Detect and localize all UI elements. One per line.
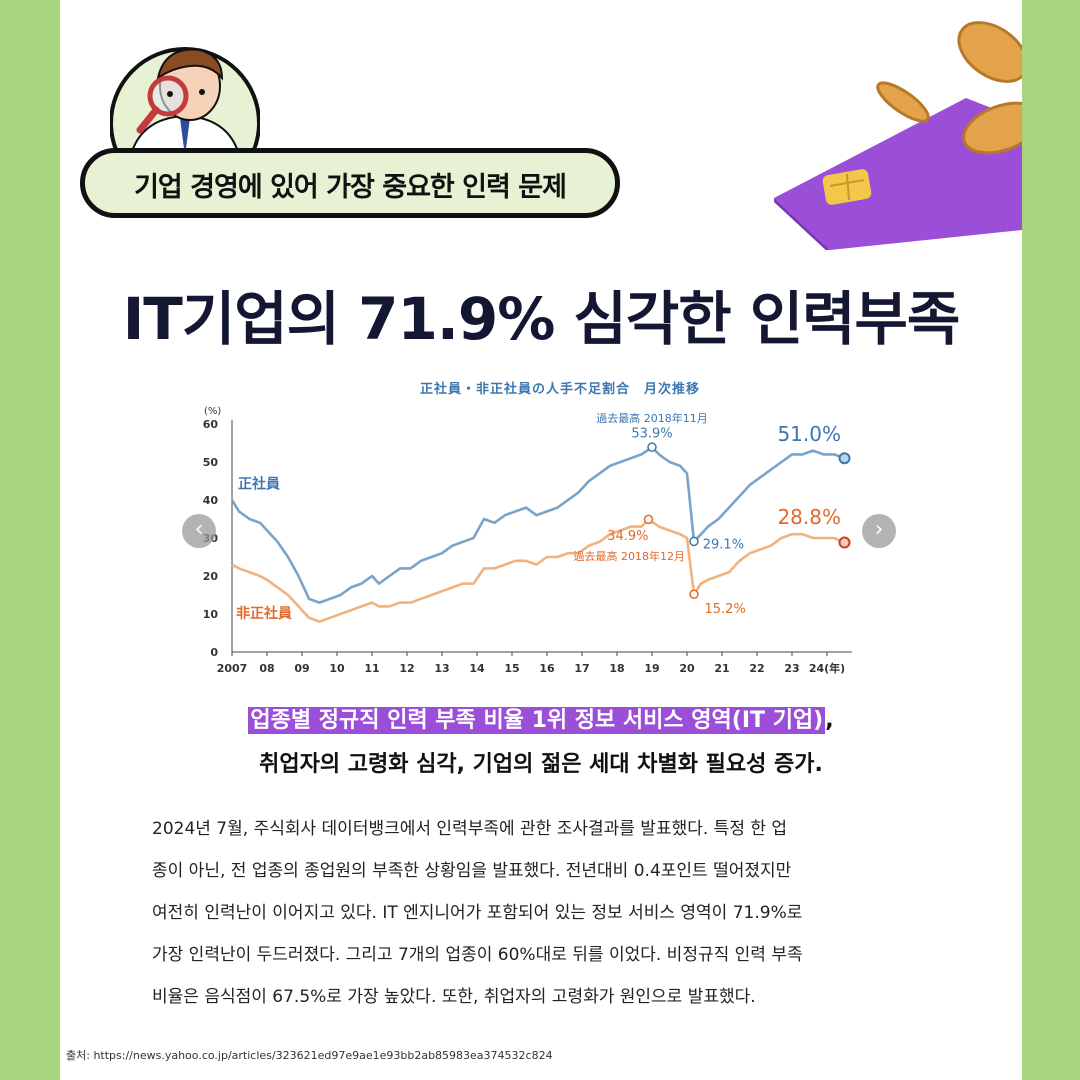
data-point-latest-regular: [838, 452, 851, 465]
detective-mascot-illustration: [109, 38, 261, 199]
x-tick-label: 21: [714, 662, 729, 675]
body-line: 여전히 인력난이 이어지고 있다. IT 엔지니어가 포함되어 있는 정보 서비…: [152, 903, 803, 923]
series-line-nonregular: [231, 518, 846, 623]
body-line: 종이 아닌, 전 업종의 종업원의 부족한 상황임을 발표했다. 전년대비 0.…: [152, 861, 792, 881]
subheading-comma: ,: [825, 708, 834, 733]
data-point: [643, 514, 654, 525]
y-tick-label: 0: [210, 646, 218, 659]
y-tick-label: 20: [203, 570, 219, 583]
body-paragraph: 2024년 7월, 주식회사 데이터뱅크에서 인력부족에 관한 조사결과를 발표…: [152, 808, 972, 1018]
x-tick-label: 23: [784, 662, 799, 675]
x-tick-label: 19: [644, 662, 659, 675]
subheading-line-1: 업종별 정규직 인력 부족 비율 1위 정보 서비스 영역(IT 기업),: [60, 702, 1022, 734]
credit-card-coins-illustration: [760, 10, 1022, 254]
y-tick-label: 60: [203, 418, 219, 431]
body-line: 2024년 7월, 주식회사 데이터뱅크에서 인력부족에 관한 조사결과를 발표…: [152, 819, 788, 839]
chart-annotation: 28.8%: [777, 505, 841, 529]
x-tick-label: 24(年): [809, 661, 845, 675]
chart-annotation: 過去最高 2018年12月: [574, 549, 686, 563]
chart-annotation: 51.0%: [777, 422, 841, 446]
series-label-nonregular: 非正社員: [236, 605, 292, 622]
x-tick-label: 08: [259, 662, 274, 675]
chart-title: 正社員・非正社員の人手不足割合 月次推移: [419, 382, 700, 397]
infographic-page: 기업 경영에 있어 가장 중요한 인력 문제 IT기업의 71.9% 심각한 인…: [60, 0, 1022, 1080]
x-tick-label: 12: [399, 662, 414, 675]
x-tick-label: 13: [434, 662, 449, 675]
subheading-highlight: 업종별 정규직 인력 부족 비율 1위 정보 서비스 영역(IT 기업): [248, 707, 826, 734]
x-tick-label: 16: [539, 662, 555, 675]
x-tick-label: 11: [364, 662, 379, 675]
chart-annotation: 15.2%: [705, 602, 746, 617]
x-tick-label: 10: [329, 662, 345, 675]
x-tick-label: 2007: [217, 662, 248, 675]
headline: IT기업의 71.9% 심각한 인력부족: [122, 285, 961, 353]
x-tick-label: 15: [504, 662, 519, 675]
body-line: 가장 인력난이 두드러졌다. 그리고 7개의 업종이 60%대로 뒤를 이었다.…: [152, 945, 803, 965]
line-chart: (%)0102030405060200708091011121314151617…: [203, 406, 852, 675]
series-line-regular: [230, 445, 845, 604]
y-tick-label: 10: [203, 608, 219, 621]
chart-annotation: 過去最高 2018年11月: [596, 411, 708, 425]
x-tick-label: 14: [469, 662, 485, 675]
topic-badge-label: 기업 경영에 있어 가장 중요한 인력 문제: [134, 172, 567, 203]
series-label-regular: 正社員: [238, 476, 280, 493]
x-tick-label: 17: [574, 662, 589, 675]
data-point-latest-nonregular: [838, 536, 851, 549]
source-citation: 출처: https://news.yahoo.co.jp/articles/32…: [66, 1049, 553, 1062]
chevron-right-icon: ›: [874, 517, 884, 542]
chevron-left-icon: ‹: [194, 517, 204, 542]
x-tick-label: 09: [294, 662, 309, 675]
data-point: [689, 589, 699, 599]
prev-slide-button[interactable]: ‹: [182, 514, 216, 548]
y-axis-unit: (%): [204, 406, 221, 417]
topic-badge: 기업 경영에 있어 가장 중요한 인력 문제: [80, 148, 620, 218]
y-tick-label: 40: [203, 494, 219, 507]
subheading-line-2: 취업자의 고령화 심각, 기업의 젊은 세대 차별화 필요성 증가.: [259, 752, 823, 777]
x-tick-label: 18: [609, 662, 624, 675]
body-line: 비율은 음식점이 67.5%로 가장 높았다. 또한, 취업자의 고령화가 원인…: [152, 987, 756, 1007]
x-tick-label: 22: [749, 662, 764, 675]
y-tick-label: 50: [203, 456, 219, 469]
next-slide-button[interactable]: ›: [862, 514, 896, 548]
x-tick-label: 20: [679, 662, 695, 675]
chart-annotation: 29.1%: [703, 538, 744, 553]
data-point: [689, 536, 699, 547]
chart-annotation: 53.9%: [631, 427, 672, 442]
data-point: [647, 442, 657, 452]
chart-annotation: 34.9%: [607, 529, 648, 544]
